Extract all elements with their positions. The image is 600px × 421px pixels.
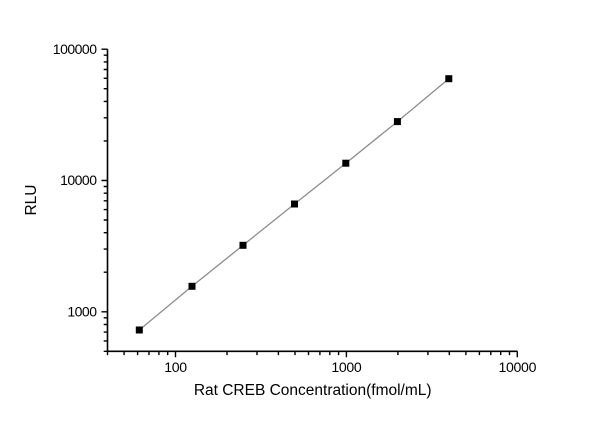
svg-text:RLU: RLU bbox=[23, 184, 40, 215]
svg-text:1000: 1000 bbox=[331, 359, 362, 375]
svg-text:100: 100 bbox=[164, 359, 187, 375]
svg-text:Rat CREB Concentration(fmol/mL: Rat CREB Concentration(fmol/mL) bbox=[194, 382, 432, 399]
svg-text:10000: 10000 bbox=[498, 359, 536, 375]
svg-text:10000: 10000 bbox=[60, 172, 97, 188]
svg-text:1000: 1000 bbox=[67, 304, 97, 320]
svg-text:100000: 100000 bbox=[53, 41, 97, 57]
